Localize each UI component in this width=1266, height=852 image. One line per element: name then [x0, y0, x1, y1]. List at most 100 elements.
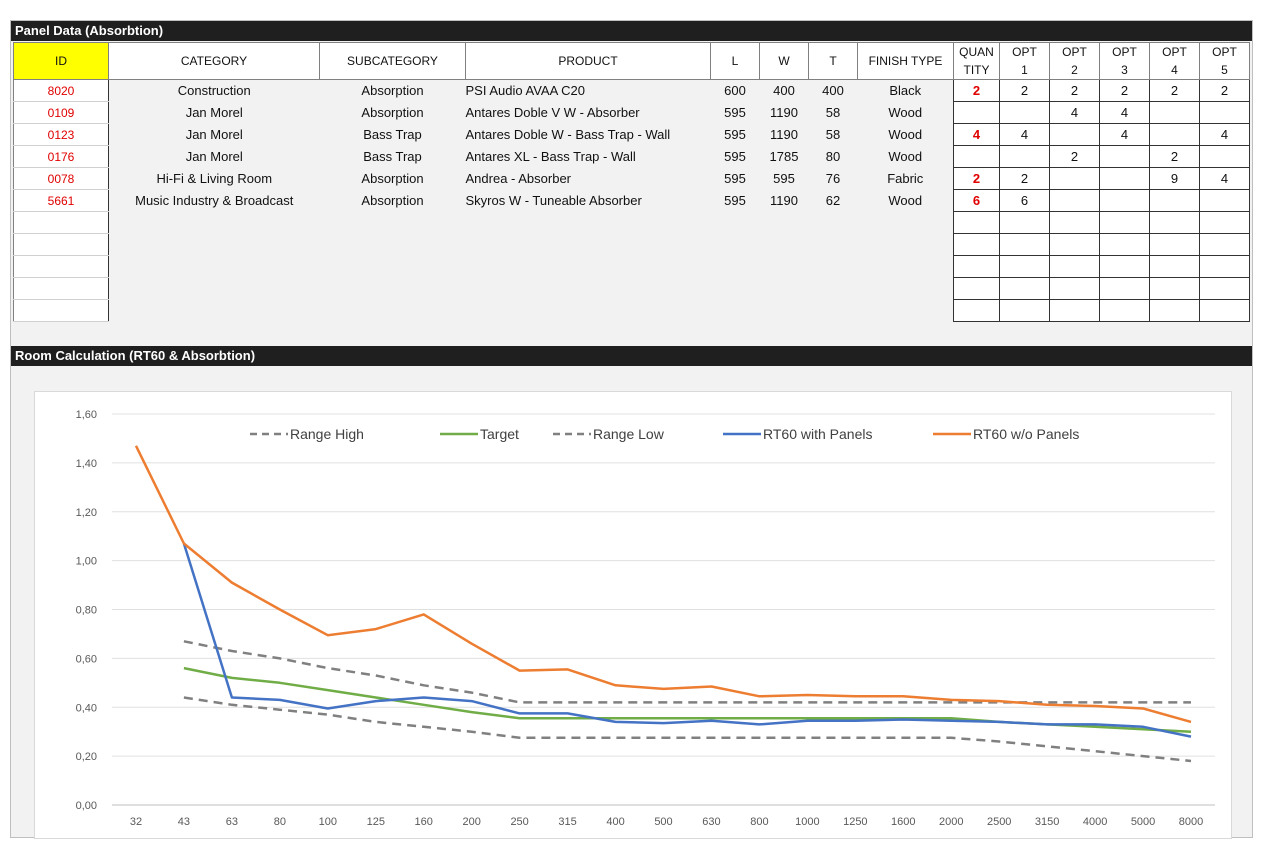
- cell-opt-1[interactable]: [999, 145, 1050, 168]
- cell-t[interactable]: [809, 256, 858, 278]
- cell-opt-3[interactable]: [1099, 145, 1150, 168]
- col-header-opt-1[interactable]: OPT 1: [999, 42, 1050, 80]
- cell-opt-3[interactable]: [1099, 167, 1150, 190]
- cell-id[interactable]: 0078: [13, 167, 109, 190]
- cell-opt-3[interactable]: [1099, 211, 1150, 234]
- cell-quantity[interactable]: 2: [953, 79, 1000, 102]
- cell-opt-1[interactable]: [999, 211, 1050, 234]
- cell-opt-5[interactable]: 4: [1199, 123, 1250, 146]
- cell-finish-type[interactable]: [858, 256, 954, 278]
- cell-finish-type[interactable]: [858, 300, 954, 322]
- cell-t[interactable]: 62: [825, 193, 841, 208]
- col-header-subcategory[interactable]: SUBCATEGORY: [319, 42, 466, 80]
- cell-opt-1[interactable]: [999, 255, 1050, 278]
- cell-t[interactable]: [809, 234, 858, 256]
- cell-opt-3[interactable]: 2: [1099, 79, 1150, 102]
- cell-opt-5[interactable]: [1199, 145, 1250, 168]
- cell-l[interactable]: 600: [724, 83, 746, 99]
- cell-opt-5[interactable]: 2: [1199, 79, 1250, 102]
- cell-opt-4[interactable]: [1149, 255, 1200, 278]
- cell-l[interactable]: 595: [724, 193, 746, 208]
- cell-product[interactable]: Antares Doble W - Bass Trap - Wall: [465, 127, 671, 142]
- col-header-t[interactable]: T: [808, 42, 858, 80]
- cell-subcategory[interactable]: Absorption: [361, 83, 424, 99]
- cell-finish-type[interactable]: [858, 278, 954, 300]
- cell-l[interactable]: 595: [724, 171, 746, 186]
- col-header-id[interactable]: ID: [13, 42, 109, 80]
- col-header-product[interactable]: PRODUCT: [465, 42, 711, 80]
- cell-opt-4[interactable]: [1149, 189, 1200, 212]
- cell-product[interactable]: [466, 234, 711, 256]
- cell-product[interactable]: [466, 212, 711, 234]
- cell-w[interactable]: [760, 256, 809, 278]
- cell-id[interactable]: [13, 277, 109, 300]
- cell-w[interactable]: 595: [773, 171, 795, 186]
- cell-l[interactable]: 595: [724, 149, 746, 164]
- cell-opt-5[interactable]: [1199, 189, 1250, 212]
- cell-product[interactable]: PSI Audio AVAA C20: [465, 83, 586, 99]
- cell-category[interactable]: [109, 234, 320, 256]
- cell-opt-1[interactable]: 4: [999, 123, 1050, 146]
- cell-opt-3[interactable]: 4: [1099, 101, 1150, 124]
- cell-finish-type[interactable]: [858, 212, 954, 234]
- col-header-opt-4[interactable]: OPT 4: [1149, 42, 1200, 80]
- cell-id[interactable]: 0176: [13, 145, 109, 168]
- cell-opt-3[interactable]: [1099, 299, 1150, 322]
- cell-t[interactable]: 80: [825, 149, 841, 164]
- cell-opt-1[interactable]: 2: [999, 167, 1050, 190]
- cell-opt-3[interactable]: [1099, 189, 1150, 212]
- cell-opt-5[interactable]: [1199, 255, 1250, 278]
- cell-product[interactable]: [466, 300, 711, 322]
- cell-finish-type[interactable]: Black: [889, 83, 922, 99]
- cell-product[interactable]: Andrea - Absorber: [465, 171, 572, 186]
- cell-finish-type[interactable]: Wood: [888, 193, 923, 208]
- cell-category[interactable]: Construction: [177, 83, 251, 99]
- cell-quantity[interactable]: [953, 101, 1000, 124]
- cell-id[interactable]: 0109: [13, 101, 109, 124]
- cell-subcategory[interactable]: Absorption: [361, 193, 424, 208]
- cell-category[interactable]: Hi-Fi & Living Room: [156, 171, 273, 186]
- cell-category[interactable]: Music Industry & Broadcast: [135, 193, 294, 208]
- cell-opt-4[interactable]: 2: [1149, 79, 1200, 102]
- cell-l[interactable]: [711, 300, 760, 322]
- cell-opt-5[interactable]: [1199, 277, 1250, 300]
- cell-id[interactable]: 8020: [13, 79, 109, 102]
- cell-category[interactable]: Jan Morel: [185, 149, 243, 164]
- cell-opt-4[interactable]: [1149, 211, 1200, 234]
- cell-opt-2[interactable]: 2: [1049, 79, 1100, 102]
- cell-product[interactable]: [466, 256, 711, 278]
- cell-opt-2[interactable]: [1049, 189, 1100, 212]
- cell-opt-4[interactable]: [1149, 123, 1200, 146]
- cell-opt-1[interactable]: [999, 299, 1050, 322]
- cell-opt-5[interactable]: [1199, 211, 1250, 234]
- cell-finish-type[interactable]: [858, 234, 954, 256]
- cell-opt-2[interactable]: [1049, 255, 1100, 278]
- cell-w[interactable]: 1190: [770, 127, 798, 142]
- cell-opt-2[interactable]: [1049, 299, 1100, 322]
- cell-l[interactable]: 595: [724, 127, 746, 142]
- cell-opt-1[interactable]: [999, 277, 1050, 300]
- cell-opt-5[interactable]: 4: [1199, 167, 1250, 190]
- cell-opt-4[interactable]: 2: [1149, 145, 1200, 168]
- cell-subcategory[interactable]: Bass Trap: [363, 149, 422, 164]
- cell-product[interactable]: Antares XL - Bass Trap - Wall: [465, 149, 636, 164]
- cell-category[interactable]: Jan Morel: [185, 127, 243, 142]
- cell-quantity[interactable]: [953, 255, 1000, 278]
- cell-product[interactable]: Antares Doble V W - Absorber: [465, 105, 640, 120]
- cell-category[interactable]: [109, 256, 320, 278]
- cell-id[interactable]: 0123: [13, 123, 109, 146]
- cell-category[interactable]: [109, 300, 320, 322]
- cell-t[interactable]: [809, 300, 858, 322]
- cell-opt-2[interactable]: [1049, 123, 1100, 146]
- cell-quantity[interactable]: 6: [953, 189, 1000, 212]
- cell-finish-type[interactable]: Fabric: [887, 171, 924, 186]
- cell-quantity[interactable]: 4: [953, 123, 1000, 146]
- cell-category[interactable]: [109, 212, 320, 234]
- cell-quantity[interactable]: 2: [953, 167, 1000, 190]
- cell-opt-2[interactable]: 2: [1049, 145, 1100, 168]
- col-header-opt-2[interactable]: OPT 2: [1049, 42, 1100, 80]
- cell-subcategory[interactable]: Absorption: [361, 171, 424, 186]
- cell-subcategory[interactable]: [320, 234, 466, 256]
- cell-quantity[interactable]: [953, 233, 1000, 256]
- cell-category[interactable]: Jan Morel: [185, 105, 243, 120]
